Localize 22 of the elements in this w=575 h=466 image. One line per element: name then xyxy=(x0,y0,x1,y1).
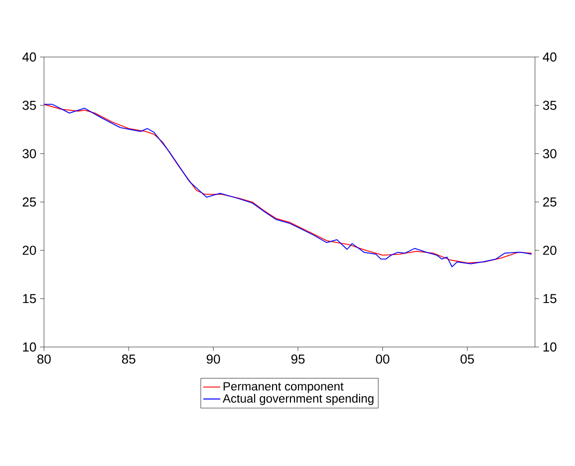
legend-label: Actual government spending xyxy=(222,394,374,406)
x-tick-label: 05 xyxy=(460,354,474,364)
x-tick-label: 80 xyxy=(37,354,51,364)
y-tick-label: 40 xyxy=(22,52,36,62)
x-tick-label: 85 xyxy=(122,354,136,364)
x-tick-label: 00 xyxy=(376,354,390,364)
y2-tick-label: 30 xyxy=(543,149,556,158)
y-tick-label: 30 xyxy=(22,149,36,158)
y-tick-label: 15 xyxy=(23,294,36,304)
y2-tick-label: 25 xyxy=(543,197,556,207)
y-tick-label: 10 xyxy=(23,342,36,352)
x-tick-label: 95 xyxy=(291,354,305,364)
y-tick-label: 35 xyxy=(22,100,36,110)
legend-label: Permanent component xyxy=(224,382,344,393)
y-tick-label: 25 xyxy=(22,197,36,207)
y2-tick-label: 10 xyxy=(543,342,556,352)
y2-tick-label: 20 xyxy=(543,246,556,255)
y2-tick-label: 35 xyxy=(543,100,556,110)
x-tick-label: 90 xyxy=(206,354,220,364)
y-tick-label: 20 xyxy=(22,246,36,255)
y2-tick-label: 40 xyxy=(542,52,556,62)
y2-tick-label: 15 xyxy=(543,294,556,304)
